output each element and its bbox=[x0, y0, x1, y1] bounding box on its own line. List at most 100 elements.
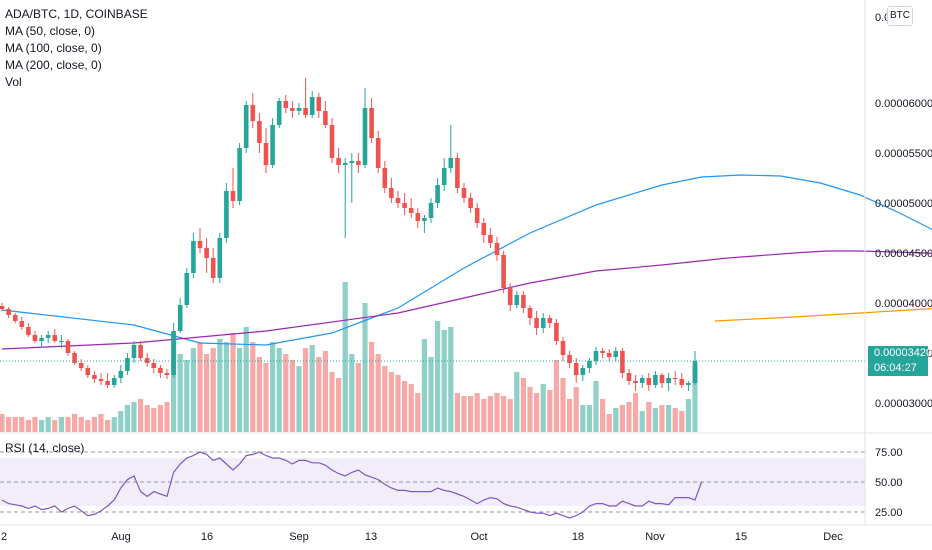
volume-bar bbox=[501, 396, 507, 432]
volume-bar bbox=[217, 339, 223, 432]
volume-bar bbox=[448, 327, 454, 432]
x-tick-label: Oct bbox=[470, 531, 487, 543]
candle-body bbox=[111, 378, 117, 385]
volume-bar bbox=[560, 378, 566, 432]
ma100-line bbox=[1, 250, 932, 350]
candle-body bbox=[336, 158, 341, 165]
candle-body bbox=[237, 148, 242, 201]
volume-bar bbox=[474, 393, 480, 432]
volume-bar bbox=[171, 333, 177, 432]
last-price-tag: 0.00003420 06:04:27 bbox=[868, 346, 932, 376]
volume-bar bbox=[276, 348, 282, 432]
volume-bar bbox=[375, 354, 381, 432]
candle-body bbox=[554, 323, 559, 341]
volume-bar bbox=[138, 399, 144, 432]
candle-body bbox=[92, 375, 97, 379]
candle-body bbox=[303, 108, 308, 115]
volume-bar bbox=[309, 345, 315, 432]
volume-bar bbox=[111, 417, 117, 432]
candle-body bbox=[184, 273, 190, 305]
moving-averages bbox=[1, 174, 932, 350]
x-tick-label: Aug bbox=[111, 531, 131, 543]
x-tick-label: 18 bbox=[572, 531, 584, 543]
candle-body bbox=[639, 378, 645, 383]
volume-bar bbox=[91, 417, 97, 432]
volume-bar bbox=[534, 393, 540, 432]
candle-body bbox=[560, 341, 566, 355]
candle-body bbox=[540, 318, 546, 328]
rsi-tick-label: 75.00 bbox=[875, 447, 903, 459]
volume-bar bbox=[646, 402, 652, 432]
candle-body bbox=[606, 353, 612, 357]
candle-body bbox=[593, 351, 599, 361]
candle-body bbox=[362, 108, 368, 165]
volume-bar bbox=[395, 375, 401, 432]
volume-bar bbox=[157, 405, 163, 432]
candle-body bbox=[210, 258, 216, 278]
bar-countdown: 06:04:27 bbox=[874, 362, 917, 374]
candle-body bbox=[32, 335, 38, 341]
volume-bar bbox=[342, 282, 348, 432]
candle-body bbox=[72, 353, 77, 363]
volume-bar bbox=[58, 417, 64, 432]
candle-body bbox=[428, 203, 434, 218]
last-price-value: 0.00003420 bbox=[874, 347, 932, 359]
candle-body bbox=[316, 97, 322, 111]
candle-body bbox=[659, 375, 665, 383]
candle-body bbox=[243, 105, 249, 148]
symbol-title[interactable]: ADA/BTC, 1D, COINBASE bbox=[5, 7, 148, 21]
candle-body bbox=[105, 381, 110, 385]
volume-bar bbox=[289, 360, 295, 432]
candle-body bbox=[672, 378, 678, 379]
legend-ma100[interactable]: MA (100, close, 0) bbox=[5, 41, 102, 55]
candle-body bbox=[626, 373, 632, 381]
volume-bar bbox=[454, 393, 460, 432]
volume-bar bbox=[98, 414, 104, 432]
volume-bar bbox=[613, 408, 619, 432]
volume-bar bbox=[210, 348, 216, 432]
volume-bar bbox=[184, 360, 190, 432]
candle-body bbox=[230, 191, 236, 201]
currency-badge[interactable]: BTC bbox=[887, 6, 913, 26]
volume-bar bbox=[573, 387, 579, 432]
legend-ma50[interactable]: MA (50, close, 0) bbox=[5, 24, 96, 38]
candle-body bbox=[65, 341, 71, 353]
volume-bar bbox=[540, 384, 546, 432]
volume-bar bbox=[507, 399, 513, 432]
candle-body bbox=[177, 305, 183, 331]
y-tick-label: 0.00006000 bbox=[875, 98, 932, 110]
volume-bar bbox=[428, 357, 434, 432]
volume-bar bbox=[666, 405, 672, 432]
volume-bar bbox=[606, 414, 612, 432]
candle-body bbox=[666, 378, 671, 383]
candle-body bbox=[59, 341, 64, 342]
volume-bar bbox=[0, 414, 5, 432]
candle-body bbox=[567, 355, 572, 363]
volume-bar bbox=[633, 393, 639, 432]
volume-bar bbox=[329, 372, 335, 432]
candle-body bbox=[98, 379, 104, 381]
candle-body bbox=[118, 371, 124, 378]
candle-body bbox=[296, 108, 302, 111]
candle-body bbox=[204, 248, 209, 258]
y-tick-label: 0.00005000 bbox=[875, 198, 932, 210]
x-tick-label: 15 bbox=[735, 531, 747, 543]
y-tick-label: 0.00004500 bbox=[875, 248, 932, 260]
candle-body bbox=[276, 101, 282, 125]
rsi-legend[interactable]: RSI (14, close) bbox=[5, 441, 85, 455]
volume-bar bbox=[105, 420, 111, 432]
candle-body bbox=[6, 309, 11, 315]
volume-bar bbox=[481, 399, 487, 432]
volume-bar bbox=[567, 399, 573, 432]
volume-bar bbox=[692, 366, 698, 432]
candle-body bbox=[0, 306, 5, 309]
volume-bar bbox=[78, 417, 84, 432]
legend-vol[interactable]: Vol bbox=[5, 75, 22, 89]
legend-ma200[interactable]: MA (200, close, 0) bbox=[5, 58, 102, 72]
volume-bar bbox=[685, 399, 691, 432]
candle-body bbox=[633, 381, 638, 383]
candle-body bbox=[468, 198, 473, 208]
volume-bar bbox=[553, 360, 559, 432]
volume-bar bbox=[527, 387, 533, 432]
